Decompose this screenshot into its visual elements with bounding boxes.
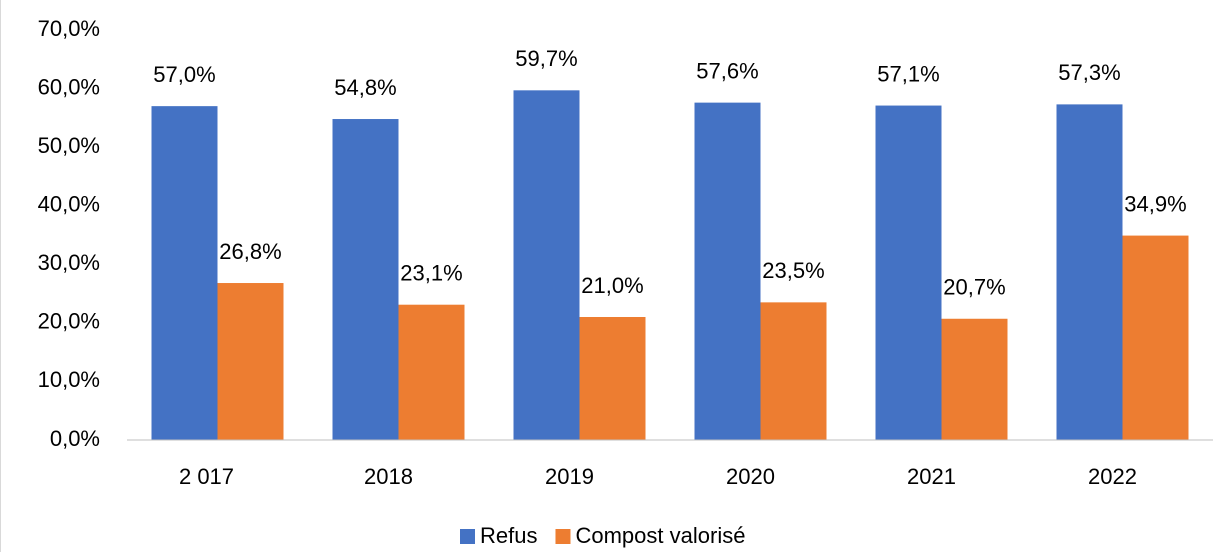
- bar: [760, 302, 827, 440]
- value-label: 23,1%: [400, 261, 462, 286]
- bar: [941, 318, 1008, 440]
- bar: [1056, 104, 1123, 440]
- y-tick-label: 20,0%: [38, 309, 100, 334]
- bar: [398, 304, 465, 440]
- legend-swatch: [555, 529, 571, 544]
- value-label: 54,8%: [334, 75, 396, 100]
- value-label: 57,0%: [153, 62, 215, 87]
- y-tick-label: 50,0%: [38, 133, 100, 158]
- legend-swatch: [460, 529, 475, 544]
- y-tick-label: 10,0%: [38, 367, 100, 392]
- x-tick-label: 2019: [545, 464, 594, 489]
- value-label: 59,7%: [515, 46, 577, 71]
- value-label: 20,7%: [943, 275, 1005, 300]
- value-label: 57,6%: [696, 58, 758, 83]
- bar: [151, 106, 218, 441]
- value-label: 21,0%: [581, 273, 643, 298]
- bar: [1122, 235, 1189, 440]
- bar: [694, 102, 761, 440]
- y-tick-label: 40,0%: [38, 192, 100, 217]
- bar: [217, 283, 284, 440]
- y-tick-label: 60,0%: [38, 74, 100, 99]
- x-tick-label: 2022: [1088, 464, 1137, 489]
- bar: [332, 119, 399, 441]
- y-tick-label: 70,0%: [38, 16, 100, 41]
- bar: [875, 105, 942, 441]
- value-label: 57,3%: [1058, 60, 1120, 85]
- value-label: 34,9%: [1124, 191, 1186, 216]
- value-label: 23,5%: [762, 258, 824, 283]
- y-tick-label: 30,0%: [38, 250, 100, 275]
- legend-label: Compost valorisé: [575, 523, 745, 548]
- x-tick-label: 2018: [364, 464, 413, 489]
- legend-label: Refus: [480, 523, 537, 548]
- y-tick-label: 0,0%: [50, 426, 100, 451]
- x-tick-label: 2 017: [179, 464, 234, 489]
- bar: [579, 317, 646, 440]
- value-label: 26,8%: [219, 239, 281, 264]
- x-tick-label: 2020: [726, 464, 775, 489]
- x-tick-label: 2021: [907, 464, 956, 489]
- bar: [513, 90, 580, 440]
- value-label: 57,1%: [877, 61, 939, 86]
